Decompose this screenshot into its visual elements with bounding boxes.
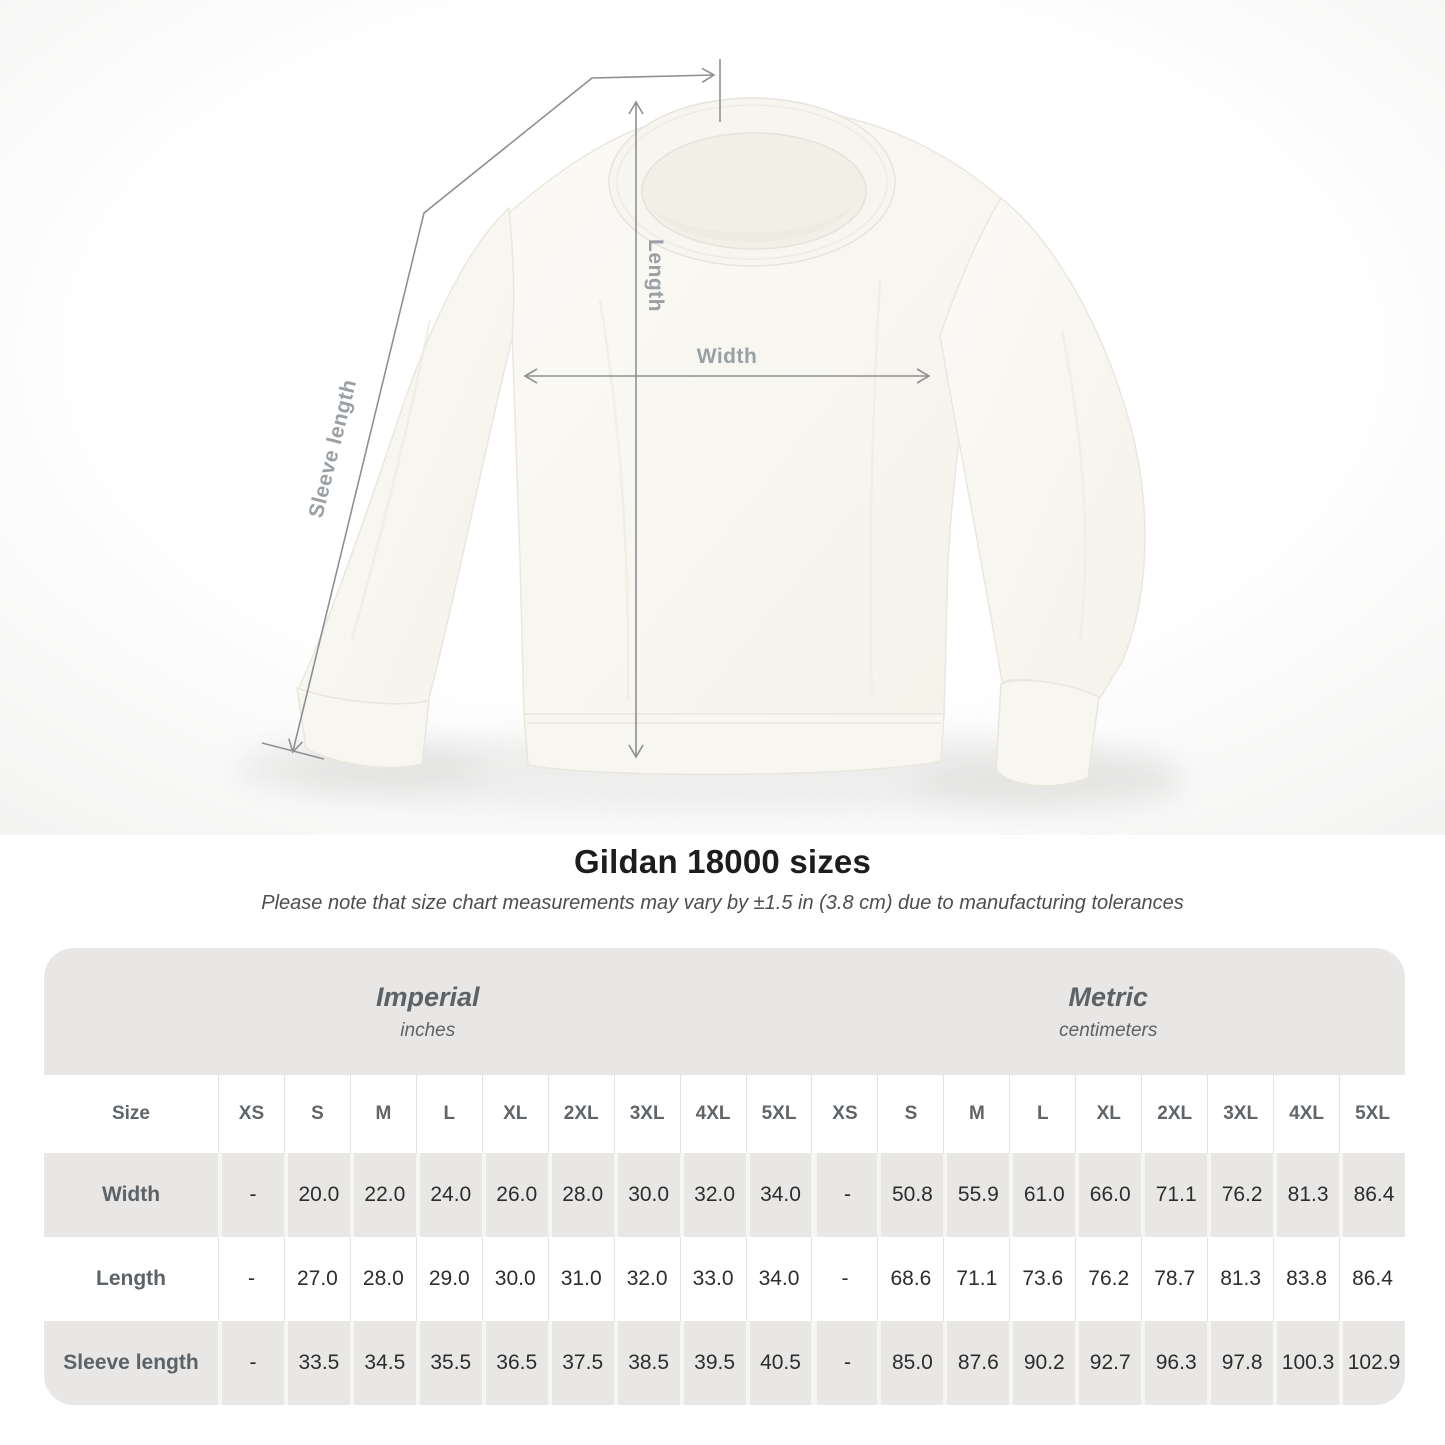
size-header-imperial-xl: XL bbox=[481, 1075, 548, 1153]
sweatshirt-illustration: Length Width Sleeve length bbox=[0, 0, 1445, 835]
value-cell: 61.0 bbox=[1009, 1153, 1076, 1237]
size-header-imperial-s: S bbox=[283, 1075, 350, 1153]
value-cell: 76.2 bbox=[1207, 1153, 1274, 1237]
size-header-imperial-5xl: 5XL bbox=[745, 1075, 812, 1153]
tolerance-note: Please note that size chart measurements… bbox=[261, 892, 1184, 914]
page-title: Gildan 18000 sizes bbox=[573, 843, 872, 880]
product-diagram: Length Width Sleeve length bbox=[0, 0, 1445, 835]
width-label: Width bbox=[697, 345, 758, 368]
value-cell: 81.3 bbox=[1207, 1237, 1274, 1321]
sleeve-terminal-tick-cuff bbox=[261, 742, 325, 760]
unit-group-imperial: Imperial inches bbox=[44, 948, 812, 1075]
size-table: Imperial inches Metric centimeters Size X… bbox=[44, 948, 1405, 1405]
value-cell: 30.0 bbox=[613, 1153, 680, 1237]
value-cell: 38.5 bbox=[613, 1321, 680, 1405]
size-grid: Size XS S M L XL 2XL 3XL 4XL 5XL XS S M L XL 2XL 3XL 4XL 5… bbox=[44, 1075, 1405, 1405]
size-header-metric-xl: XL bbox=[1075, 1075, 1142, 1153]
size-header-metric-s: S bbox=[877, 1075, 944, 1153]
size-header-metric-m: M bbox=[943, 1075, 1010, 1153]
measurement-annotations bbox=[261, 59, 931, 760]
value-cell: 92.7 bbox=[1075, 1321, 1142, 1405]
size-header-imperial-3xl: 3XL bbox=[613, 1075, 680, 1153]
value-cell: - bbox=[218, 1237, 284, 1321]
value-cell: 73.6 bbox=[1009, 1237, 1076, 1321]
value-cell: 34.5 bbox=[349, 1321, 416, 1405]
size-header-imperial-2xl: 2XL bbox=[547, 1075, 614, 1153]
metric-unit: centimeters bbox=[1059, 1019, 1158, 1041]
size-header-imperial-m: M bbox=[349, 1075, 416, 1153]
value-cell: 35.5 bbox=[415, 1321, 482, 1405]
value-cell: - bbox=[811, 1237, 878, 1321]
value-cell: 81.3 bbox=[1273, 1153, 1340, 1237]
value-cell: 28.0 bbox=[349, 1237, 416, 1321]
value-cell: 86.4 bbox=[1339, 1153, 1405, 1237]
value-cell: 86.4 bbox=[1339, 1237, 1405, 1321]
value-cell: 71.1 bbox=[943, 1237, 1010, 1321]
right-cuff bbox=[995, 679, 1100, 787]
value-cell: 34.0 bbox=[745, 1153, 812, 1237]
value-cell: 26.0 bbox=[481, 1153, 548, 1237]
value-cell: 40.5 bbox=[745, 1321, 812, 1405]
value-cell: 33.0 bbox=[679, 1237, 746, 1321]
value-cell: - bbox=[218, 1321, 284, 1405]
value-cell: 32.0 bbox=[613, 1237, 680, 1321]
length-label: Length bbox=[644, 239, 667, 312]
value-cell: 20.0 bbox=[283, 1153, 350, 1237]
size-header-metric-4xl: 4XL bbox=[1273, 1075, 1340, 1153]
size-column-header: Size bbox=[44, 1075, 218, 1153]
value-cell: 31.0 bbox=[547, 1237, 614, 1321]
value-cell: 37.5 bbox=[547, 1321, 614, 1405]
value-cell: - bbox=[811, 1153, 878, 1237]
imperial-title: Imperial bbox=[375, 981, 480, 1012]
value-cell: 36.5 bbox=[481, 1321, 548, 1405]
value-cell: 39.5 bbox=[679, 1321, 746, 1405]
value-cell: 29.0 bbox=[415, 1237, 482, 1321]
value-cell: 102.9 bbox=[1339, 1321, 1405, 1405]
value-cell: 78.7 bbox=[1141, 1237, 1208, 1321]
size-header-metric-l: L bbox=[1009, 1075, 1076, 1153]
size-header-metric-xs: XS bbox=[811, 1075, 878, 1153]
metric-title: Metric bbox=[1068, 981, 1149, 1012]
row-label: Length bbox=[44, 1237, 218, 1321]
size-header-metric-3xl: 3XL bbox=[1207, 1075, 1274, 1153]
value-cell: - bbox=[218, 1153, 284, 1237]
value-cell: 27.0 bbox=[283, 1237, 350, 1321]
value-cell: 90.2 bbox=[1009, 1321, 1076, 1405]
value-cell: 96.3 bbox=[1141, 1321, 1208, 1405]
value-cell: 76.2 bbox=[1075, 1237, 1142, 1321]
value-cell: 66.0 bbox=[1075, 1153, 1142, 1237]
size-header-metric-5xl: 5XL bbox=[1339, 1075, 1405, 1153]
value-cell: 34.0 bbox=[745, 1237, 812, 1321]
value-cell: 83.8 bbox=[1273, 1237, 1340, 1321]
imperial-unit: inches bbox=[400, 1019, 456, 1041]
sleeve-dimension-line bbox=[288, 67, 716, 754]
value-cell: 55.9 bbox=[943, 1153, 1010, 1237]
value-cell: 28.0 bbox=[547, 1153, 614, 1237]
value-cell: 50.8 bbox=[877, 1153, 944, 1237]
unit-band: Imperial inches Metric centimeters bbox=[44, 948, 1405, 1075]
value-cell: 33.5 bbox=[283, 1321, 350, 1405]
size-header-imperial-l: L bbox=[415, 1075, 482, 1153]
row-label: Width bbox=[44, 1153, 218, 1237]
row-label: Sleeve length bbox=[44, 1321, 218, 1405]
value-cell: 30.0 bbox=[481, 1237, 548, 1321]
value-cell: 22.0 bbox=[349, 1153, 416, 1237]
value-cell: 85.0 bbox=[877, 1321, 944, 1405]
value-cell: 68.6 bbox=[877, 1237, 944, 1321]
value-cell: 32.0 bbox=[679, 1153, 746, 1237]
size-header-imperial-4xl: 4XL bbox=[679, 1075, 746, 1153]
value-cell: 87.6 bbox=[943, 1321, 1010, 1405]
size-header-metric-2xl: 2XL bbox=[1141, 1075, 1208, 1153]
value-cell: 97.8 bbox=[1207, 1321, 1274, 1405]
value-cell: - bbox=[811, 1321, 878, 1405]
size-header-imperial-xs: XS bbox=[218, 1075, 284, 1153]
value-cell: 100.3 bbox=[1273, 1321, 1340, 1405]
value-cell: 71.1 bbox=[1141, 1153, 1208, 1237]
unit-group-metric: Metric centimeters bbox=[812, 948, 1406, 1075]
value-cell: 24.0 bbox=[415, 1153, 482, 1237]
